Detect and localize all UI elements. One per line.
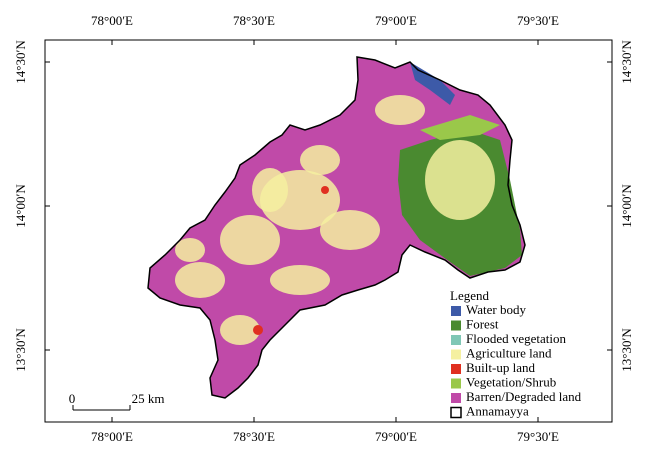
legend-label: Built-up land — [466, 360, 535, 375]
scale-label: 25 km — [132, 391, 165, 406]
legend-swatch — [450, 406, 462, 419]
legend-swatch — [451, 364, 461, 374]
legend-label: Vegetation/Shrub — [466, 374, 556, 389]
legend-swatch — [451, 349, 461, 360]
right-tick-label: 14°00′N — [619, 184, 634, 228]
map-frame — [44, 39, 613, 423]
bottom-tick-label: 79°00′E — [375, 429, 417, 444]
water-area — [410, 62, 455, 105]
agriculture-area — [220, 215, 280, 265]
left-tick-label: 14°30′N — [13, 40, 28, 84]
bottom-tick-label: 78°00′E — [91, 429, 133, 444]
vegetation-area — [420, 115, 500, 140]
built-up-area — [253, 325, 263, 335]
bottom-tick-label: 78°30′E — [233, 429, 275, 444]
right-tick-label: 13°30′N — [619, 328, 634, 372]
legend-swatch — [451, 335, 461, 345]
agriculture-area — [175, 262, 225, 298]
agriculture-area — [252, 168, 288, 212]
agriculture-area — [220, 315, 260, 345]
top-tick-label: 78°00′E — [91, 13, 133, 28]
right-tick-label: 14°30′N — [619, 40, 634, 84]
legend-label: Annamayya — [466, 403, 529, 418]
top-tick-label: 79°30′E — [517, 13, 559, 28]
legend-swatch — [451, 378, 461, 389]
legend-swatch — [451, 393, 461, 403]
legend-label: Agriculture land — [466, 345, 552, 360]
top-tick-label: 79°00′E — [375, 13, 417, 28]
legend-label: Flooded vegetation — [466, 331, 567, 346]
agriculture-area — [300, 145, 340, 175]
left-tick-label: 14°00′N — [13, 184, 28, 228]
agriculture-area — [375, 95, 425, 125]
legend-swatch — [451, 320, 461, 331]
agriculture-area — [425, 140, 495, 220]
built-up-area — [321, 186, 329, 194]
left-tick-label: 13°30′N — [13, 328, 28, 372]
legend-label: Barren/Degraded land — [466, 389, 582, 404]
legend-title: Legend — [450, 288, 489, 303]
scale-zero: 0 — [69, 391, 76, 406]
agriculture-area — [270, 265, 330, 295]
bottom-tick-label: 79°30′E — [517, 429, 559, 444]
top-tick-label: 78°30′E — [233, 13, 275, 28]
legend-label: Forest — [466, 316, 499, 331]
legend-swatch — [451, 306, 461, 316]
agriculture-area — [320, 210, 380, 250]
agriculture-area — [175, 238, 205, 262]
legend-label: Water body — [466, 302, 526, 317]
map-area — [147, 56, 526, 399]
district-outline — [147, 56, 526, 399]
